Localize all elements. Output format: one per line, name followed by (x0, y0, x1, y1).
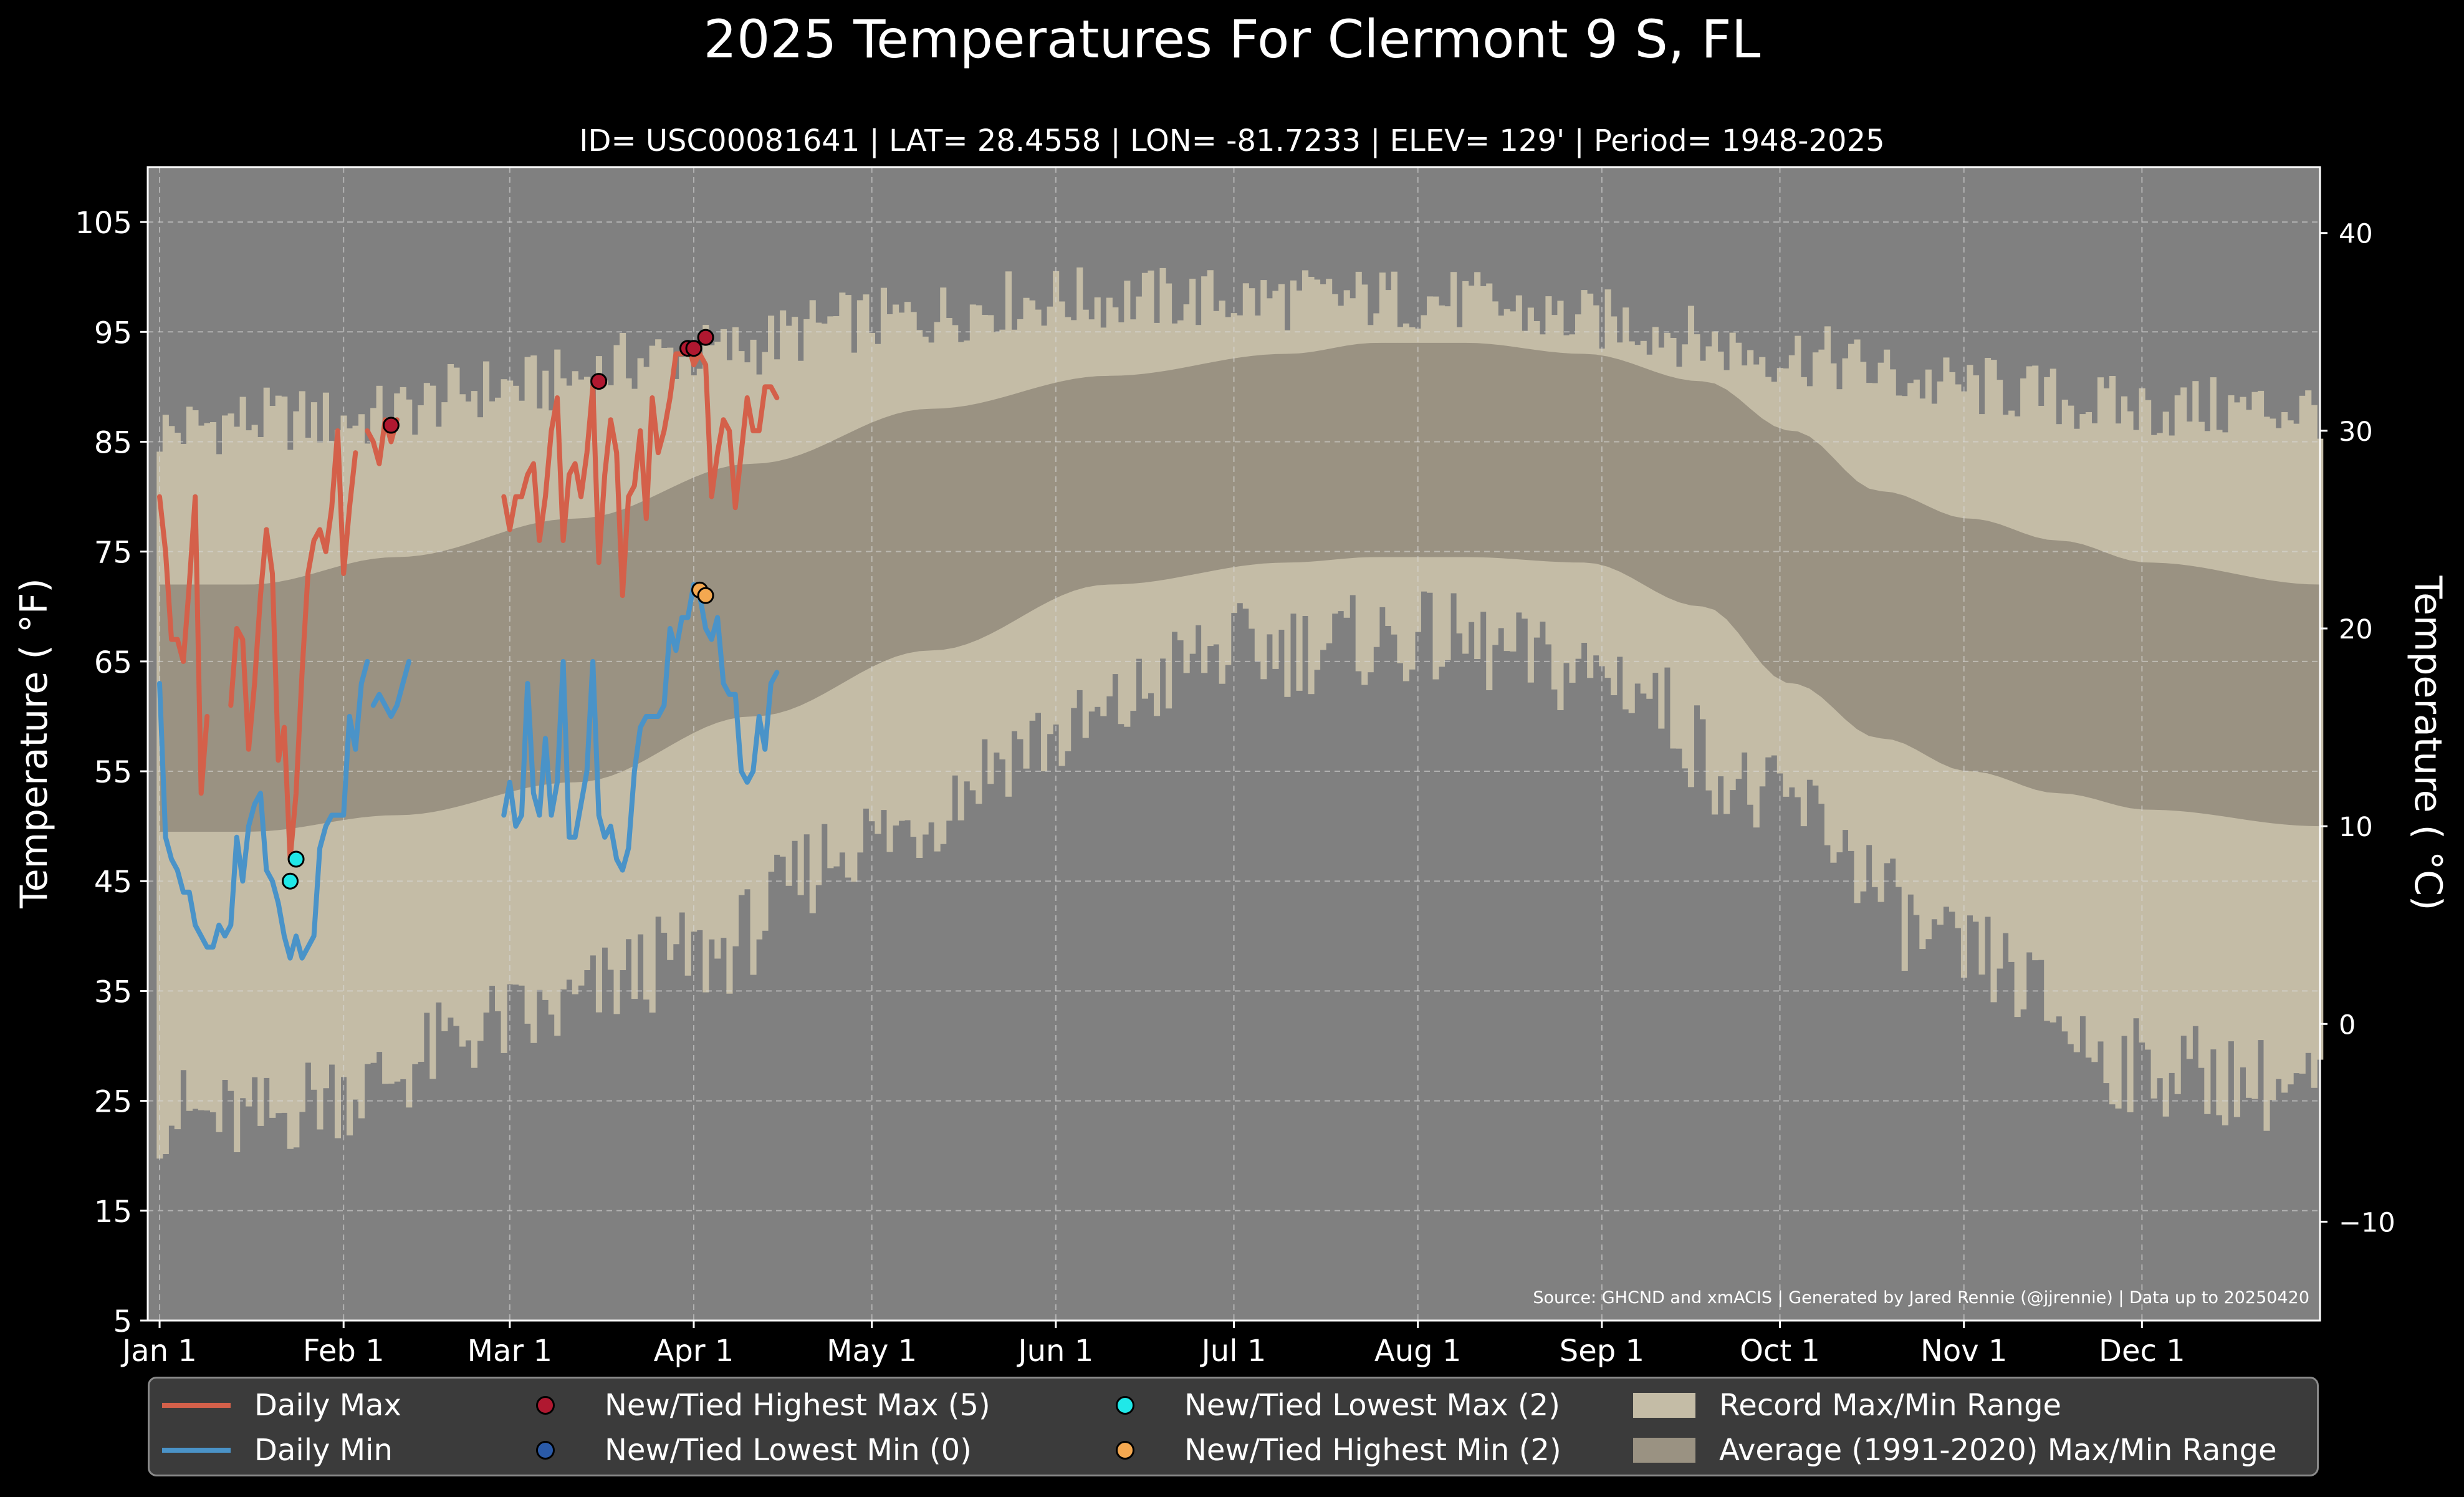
new-lowest-max-marker (287, 850, 305, 868)
y-tick-label: 65 (94, 645, 132, 680)
new-highest-min-marker (697, 587, 714, 604)
legend-label: Daily Max (254, 1388, 401, 1423)
y-tick-label: 5 (113, 1304, 132, 1339)
legend-item: Record Max/Min Range (1633, 1384, 2061, 1427)
y-right-tick-label: 0 (2339, 1009, 2356, 1041)
y-tick-label: 85 (94, 425, 132, 460)
y-tick-label: 45 (94, 865, 132, 900)
legend-label: New/Tied Lowest Min (0) (605, 1433, 972, 1468)
y-right-tick-label: 40 (2339, 219, 2373, 250)
y-axis-label-right: Temperature ( °C) (2406, 575, 2450, 911)
x-tick-label: Mar 1 (467, 1334, 552, 1369)
y-right-tick-label: 30 (2339, 416, 2373, 448)
legend-swatch (1633, 1393, 1695, 1418)
y-tick-label: 105 (75, 206, 132, 241)
legend-swatch (536, 1396, 555, 1415)
legend-item: New/Tied Highest Min (2) (1078, 1428, 1561, 1472)
legend-label: New/Tied Lowest Max (2) (1184, 1388, 1560, 1423)
legend-label: New/Tied Highest Min (2) (1184, 1433, 1561, 1468)
y-right-tick-label: 20 (2339, 614, 2373, 645)
y-right-tick-label: −10 (2339, 1207, 2395, 1238)
legend-label: Record Max/Min Range (1719, 1388, 2062, 1423)
x-tick-label: Sep 1 (1560, 1334, 1644, 1369)
record-markers (282, 329, 714, 890)
series (157, 340, 780, 961)
axes: 5 15 25 35 45 55 65 75 85 95 105 −10 0 10 20 30 40 Jan 1 F… (75, 166, 2395, 1369)
x-tick-label: Jul 1 (1200, 1334, 1267, 1369)
legend-item: New/Tied Lowest Max (2) (1078, 1384, 1560, 1427)
legend-item: New/Tied Highest Max (5) (499, 1384, 990, 1427)
legend-label: Average (1991-2020) Max/Min Range (1719, 1433, 2277, 1468)
daily-max-line (501, 340, 780, 599)
legend-item: Average (1991-2020) Max/Min Range (1633, 1428, 2277, 1472)
y-tick-label: 35 (94, 975, 132, 1009)
daily-max-line (365, 417, 400, 466)
new-highest-max-marker (382, 416, 400, 434)
legend-item: New/Tied Lowest Min (0) (499, 1428, 972, 1472)
legend-item: Daily Min (162, 1428, 393, 1472)
daily-min-line (501, 582, 780, 873)
y-tick-label: 55 (94, 755, 132, 790)
legend-swatch (1633, 1438, 1695, 1463)
x-tick-label: Oct 1 (1740, 1334, 1820, 1369)
x-tick-label: Feb 1 (303, 1334, 385, 1369)
x-tick-label: Dec 1 (2099, 1334, 2185, 1369)
average-range-area (160, 342, 2320, 832)
x-tick-label: Aug 1 (1374, 1334, 1462, 1369)
legend-label: New/Tied Highest Max (5) (605, 1388, 990, 1423)
y-axis-label-left: Temperature ( °F) (12, 578, 56, 909)
legend-swatch (1116, 1441, 1134, 1460)
legend-swatch (536, 1441, 555, 1460)
y-tick-label: 95 (94, 315, 132, 350)
legend-swatch (1116, 1396, 1134, 1415)
daily-min-line (157, 658, 370, 961)
daily-max-line (157, 494, 210, 796)
x-tick-label: Apr 1 (654, 1334, 734, 1369)
daily-min-line (370, 658, 411, 719)
chart-subtitle: ID= USC00081641 | LAT= 28.4558 | LON= -8… (579, 123, 1885, 158)
y-right-tick-label: 10 (2339, 812, 2373, 843)
chart-title: 2025 Temperatures For Clermont 9 S, FL (703, 9, 1761, 70)
average-range-area (160, 342, 2320, 832)
legend-item: Daily Max (162, 1384, 401, 1427)
daily-max-line (228, 428, 358, 862)
source-note: Source: GHCND and xmACIS | Generated by … (1533, 1288, 2309, 1307)
legend-swatch (162, 1403, 231, 1408)
new-highest-max-marker (685, 340, 702, 357)
new-highest-max-marker (697, 329, 714, 346)
y-tick-label: 15 (94, 1195, 132, 1230)
x-tick-label: May 1 (827, 1334, 917, 1369)
legend: Daily Max Daily Min New/Tied Highest Max (… (148, 1377, 2319, 1476)
legend-swatch (162, 1448, 231, 1453)
x-tick-label: Jan 1 (120, 1334, 197, 1369)
y-tick-label: 75 (94, 536, 132, 570)
new-lowest-max-marker (282, 872, 299, 890)
y-tick-label: 25 (94, 1085, 132, 1120)
x-tick-label: Jun 1 (1016, 1334, 1093, 1369)
new-highest-max-marker (590, 373, 608, 390)
x-tick-label: Nov 1 (1920, 1334, 2007, 1369)
legend-label: Daily Min (254, 1433, 393, 1468)
